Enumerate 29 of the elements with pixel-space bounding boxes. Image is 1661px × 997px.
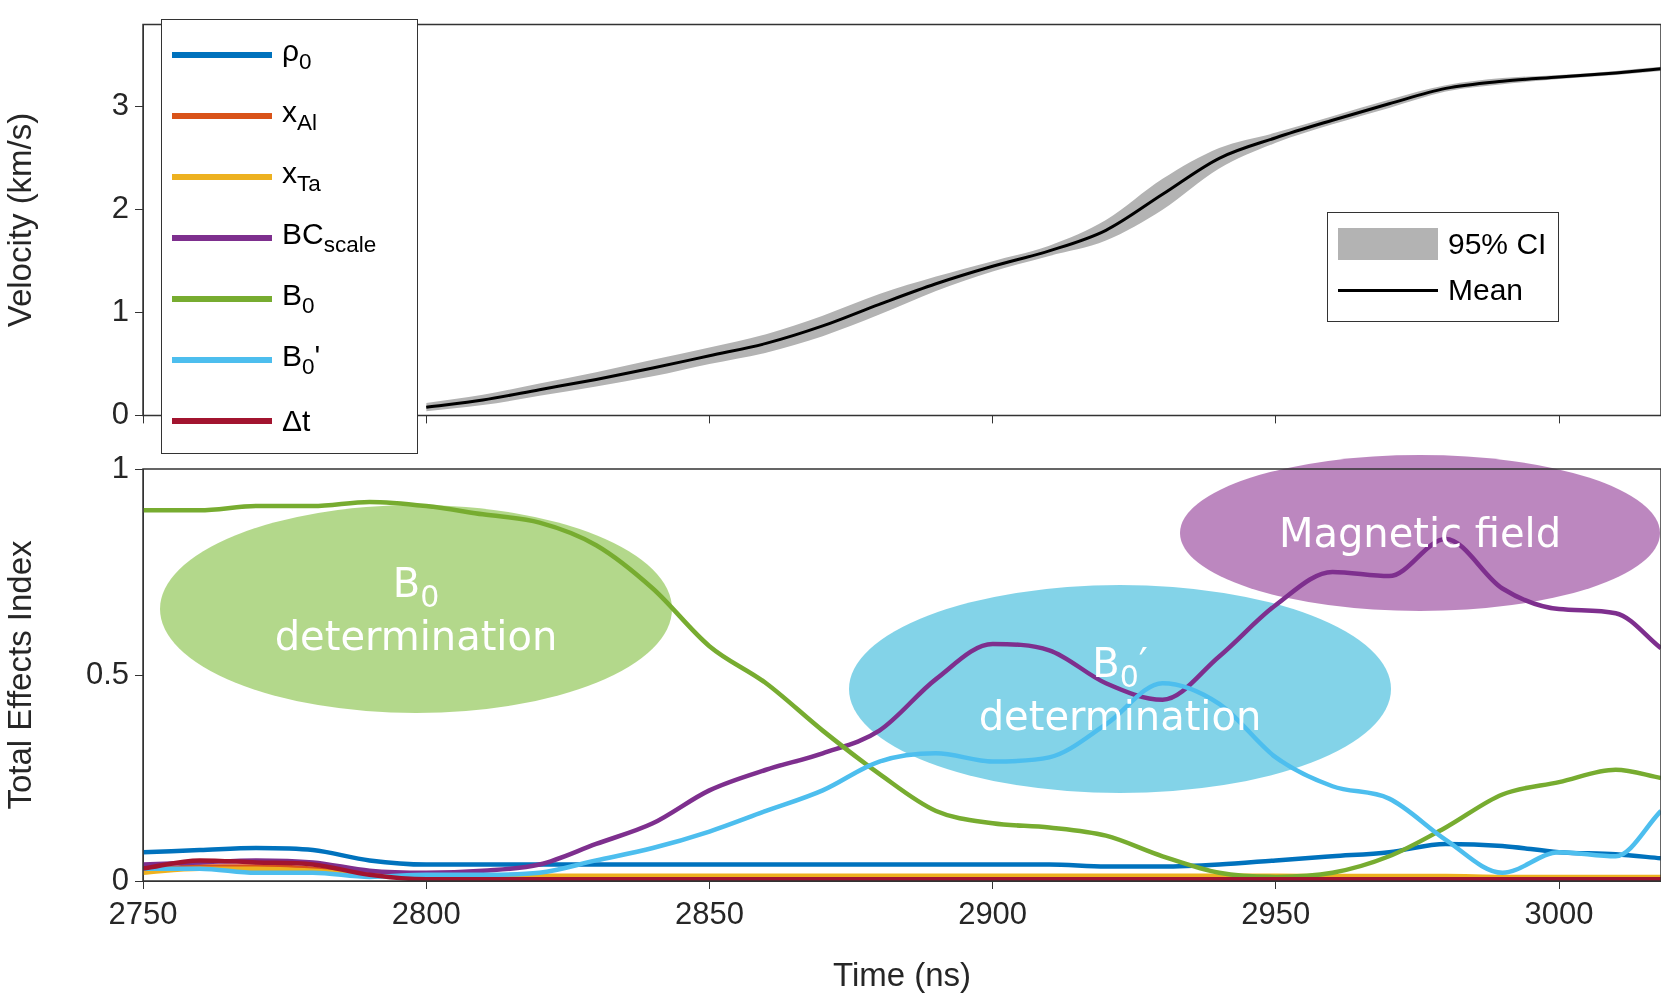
y-tick-label: 0 <box>111 395 129 431</box>
y-tick-label: 1 <box>111 293 129 329</box>
y-tick-label: 1 <box>111 449 129 485</box>
legend-label: Mean <box>1448 273 1524 307</box>
y-tick-label: 0 <box>111 861 129 897</box>
y-tick-label: 0.5 <box>85 655 129 691</box>
legend-label: ρ$_{0}$ <box>282 34 312 75</box>
x-tick-label: 2850 <box>674 896 744 932</box>
legend-label: B$_{0}$' <box>282 339 321 380</box>
annotation: B$_{0}$ determination <box>274 559 558 659</box>
legend-label: x$_{Ta}$ <box>282 156 321 197</box>
y-axis-title: Total Effects Index <box>0 539 38 810</box>
x-tick-label: 2950 <box>1241 896 1311 932</box>
annotation: Magnetic field <box>1278 510 1562 556</box>
x-tick-label: 3000 <box>1524 896 1594 932</box>
legend-label: x$_{Al}$ <box>282 95 318 136</box>
x-axis-title: Time (ns) <box>832 956 972 994</box>
y-tick-label: 2 <box>111 190 129 226</box>
legend-label: Δt <box>282 403 311 438</box>
y-tick-label: 3 <box>111 87 129 123</box>
legend-label: B$_{0}$ <box>282 278 315 319</box>
annotation: 95% CI <box>1448 227 1547 261</box>
annotation: B$_{0}$′ determination <box>978 639 1262 739</box>
x-tick-label: 2900 <box>958 896 1028 932</box>
y-axis-title: Velocity (km/s) <box>0 112 38 328</box>
legend-box: 95% CI Mean <box>1327 212 1560 322</box>
x-tick-label: 2800 <box>391 896 461 932</box>
x-tick-label: 2750 <box>108 896 178 932</box>
legend-label: BC$_{scale}$ <box>282 217 377 258</box>
